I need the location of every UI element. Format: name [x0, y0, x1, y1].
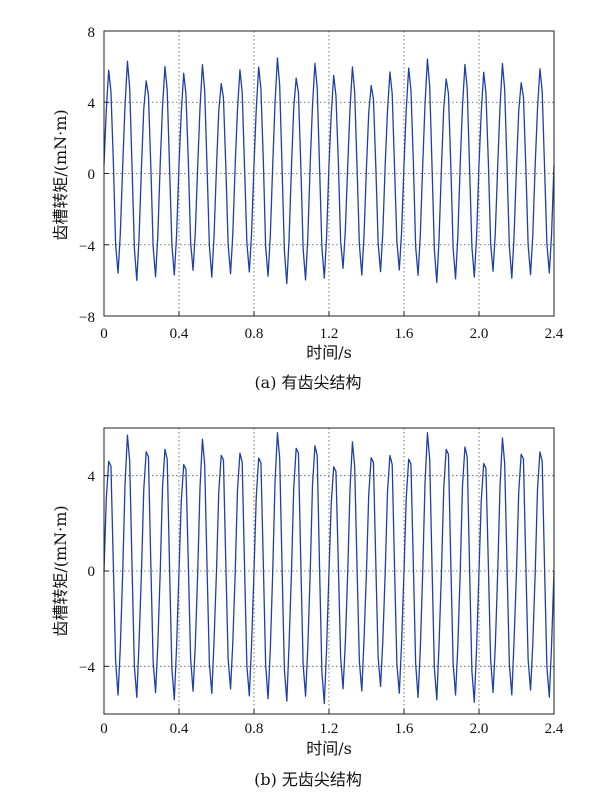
chart-a-xtick-0.8: 0.8: [245, 326, 264, 342]
chart-a-xtick-0: 0: [100, 326, 108, 342]
chart-a-ytick-neg8: −8: [79, 310, 95, 326]
chart-a-ylabel: 齿槽转矩/(mN·m): [51, 109, 70, 240]
chart-b-xtick-2.4: 2.4: [545, 721, 564, 737]
chart-b-xtick-0.4: 0.4: [170, 721, 189, 737]
chart-b-ylabel: 齿槽转矩/(mN·m): [51, 505, 70, 636]
chart-a-xlabel: 时间/s: [306, 343, 352, 362]
chart-a-ytick-0: 0: [88, 167, 96, 183]
chart-b-xtick-0.8: 0.8: [245, 721, 264, 737]
chart-a-plot-frame: [103, 30, 555, 317]
chart-b-ytick-neg4: −4: [79, 660, 95, 676]
chart-b-xlabel: 时间/s: [306, 739, 352, 758]
chart-a-series-line: [103, 57, 555, 285]
chart-a-xtick-1.6: 1.6: [395, 326, 414, 342]
chart-b-xtick-0: 0: [100, 721, 108, 737]
chart-b-ytick-0: 0: [88, 564, 96, 580]
chart-a: 8 4 0 −4 −8 0 0.4 0.8 1.2 1.6 2.0 2.4 时间…: [51, 25, 564, 392]
chart-b-plot-frame: [103, 427, 555, 715]
chart-a-caption: (a) 有齿尖结构: [254, 373, 361, 392]
chart-a-xtick-1.2: 1.2: [320, 326, 339, 342]
chart-a-ytick-8: 8: [88, 25, 96, 41]
chart-a-ytick-neg4: −4: [79, 239, 95, 255]
chart-a-ytick-4: 4: [88, 96, 96, 112]
chart-a-xtick-2.4: 2.4: [545, 326, 564, 342]
chart-a-xtick-0.4: 0.4: [170, 326, 189, 342]
chart-b: 4 0 −4 0 0.4 0.8 1.2 1.6 2.0 2.4 时间/s 齿槽…: [51, 427, 564, 789]
chart-a-xtick-2.0: 2.0: [470, 326, 489, 342]
chart-b-xtick-1.2: 1.2: [320, 721, 339, 737]
chart-b-series-line: [103, 432, 555, 705]
chart-b-ytick-4: 4: [88, 469, 96, 485]
chart-b-xtick-1.6: 1.6: [395, 721, 414, 737]
chart-b-xtick-2.0: 2.0: [470, 721, 489, 737]
chart-b-caption: (b) 无齿尖结构: [254, 770, 362, 789]
